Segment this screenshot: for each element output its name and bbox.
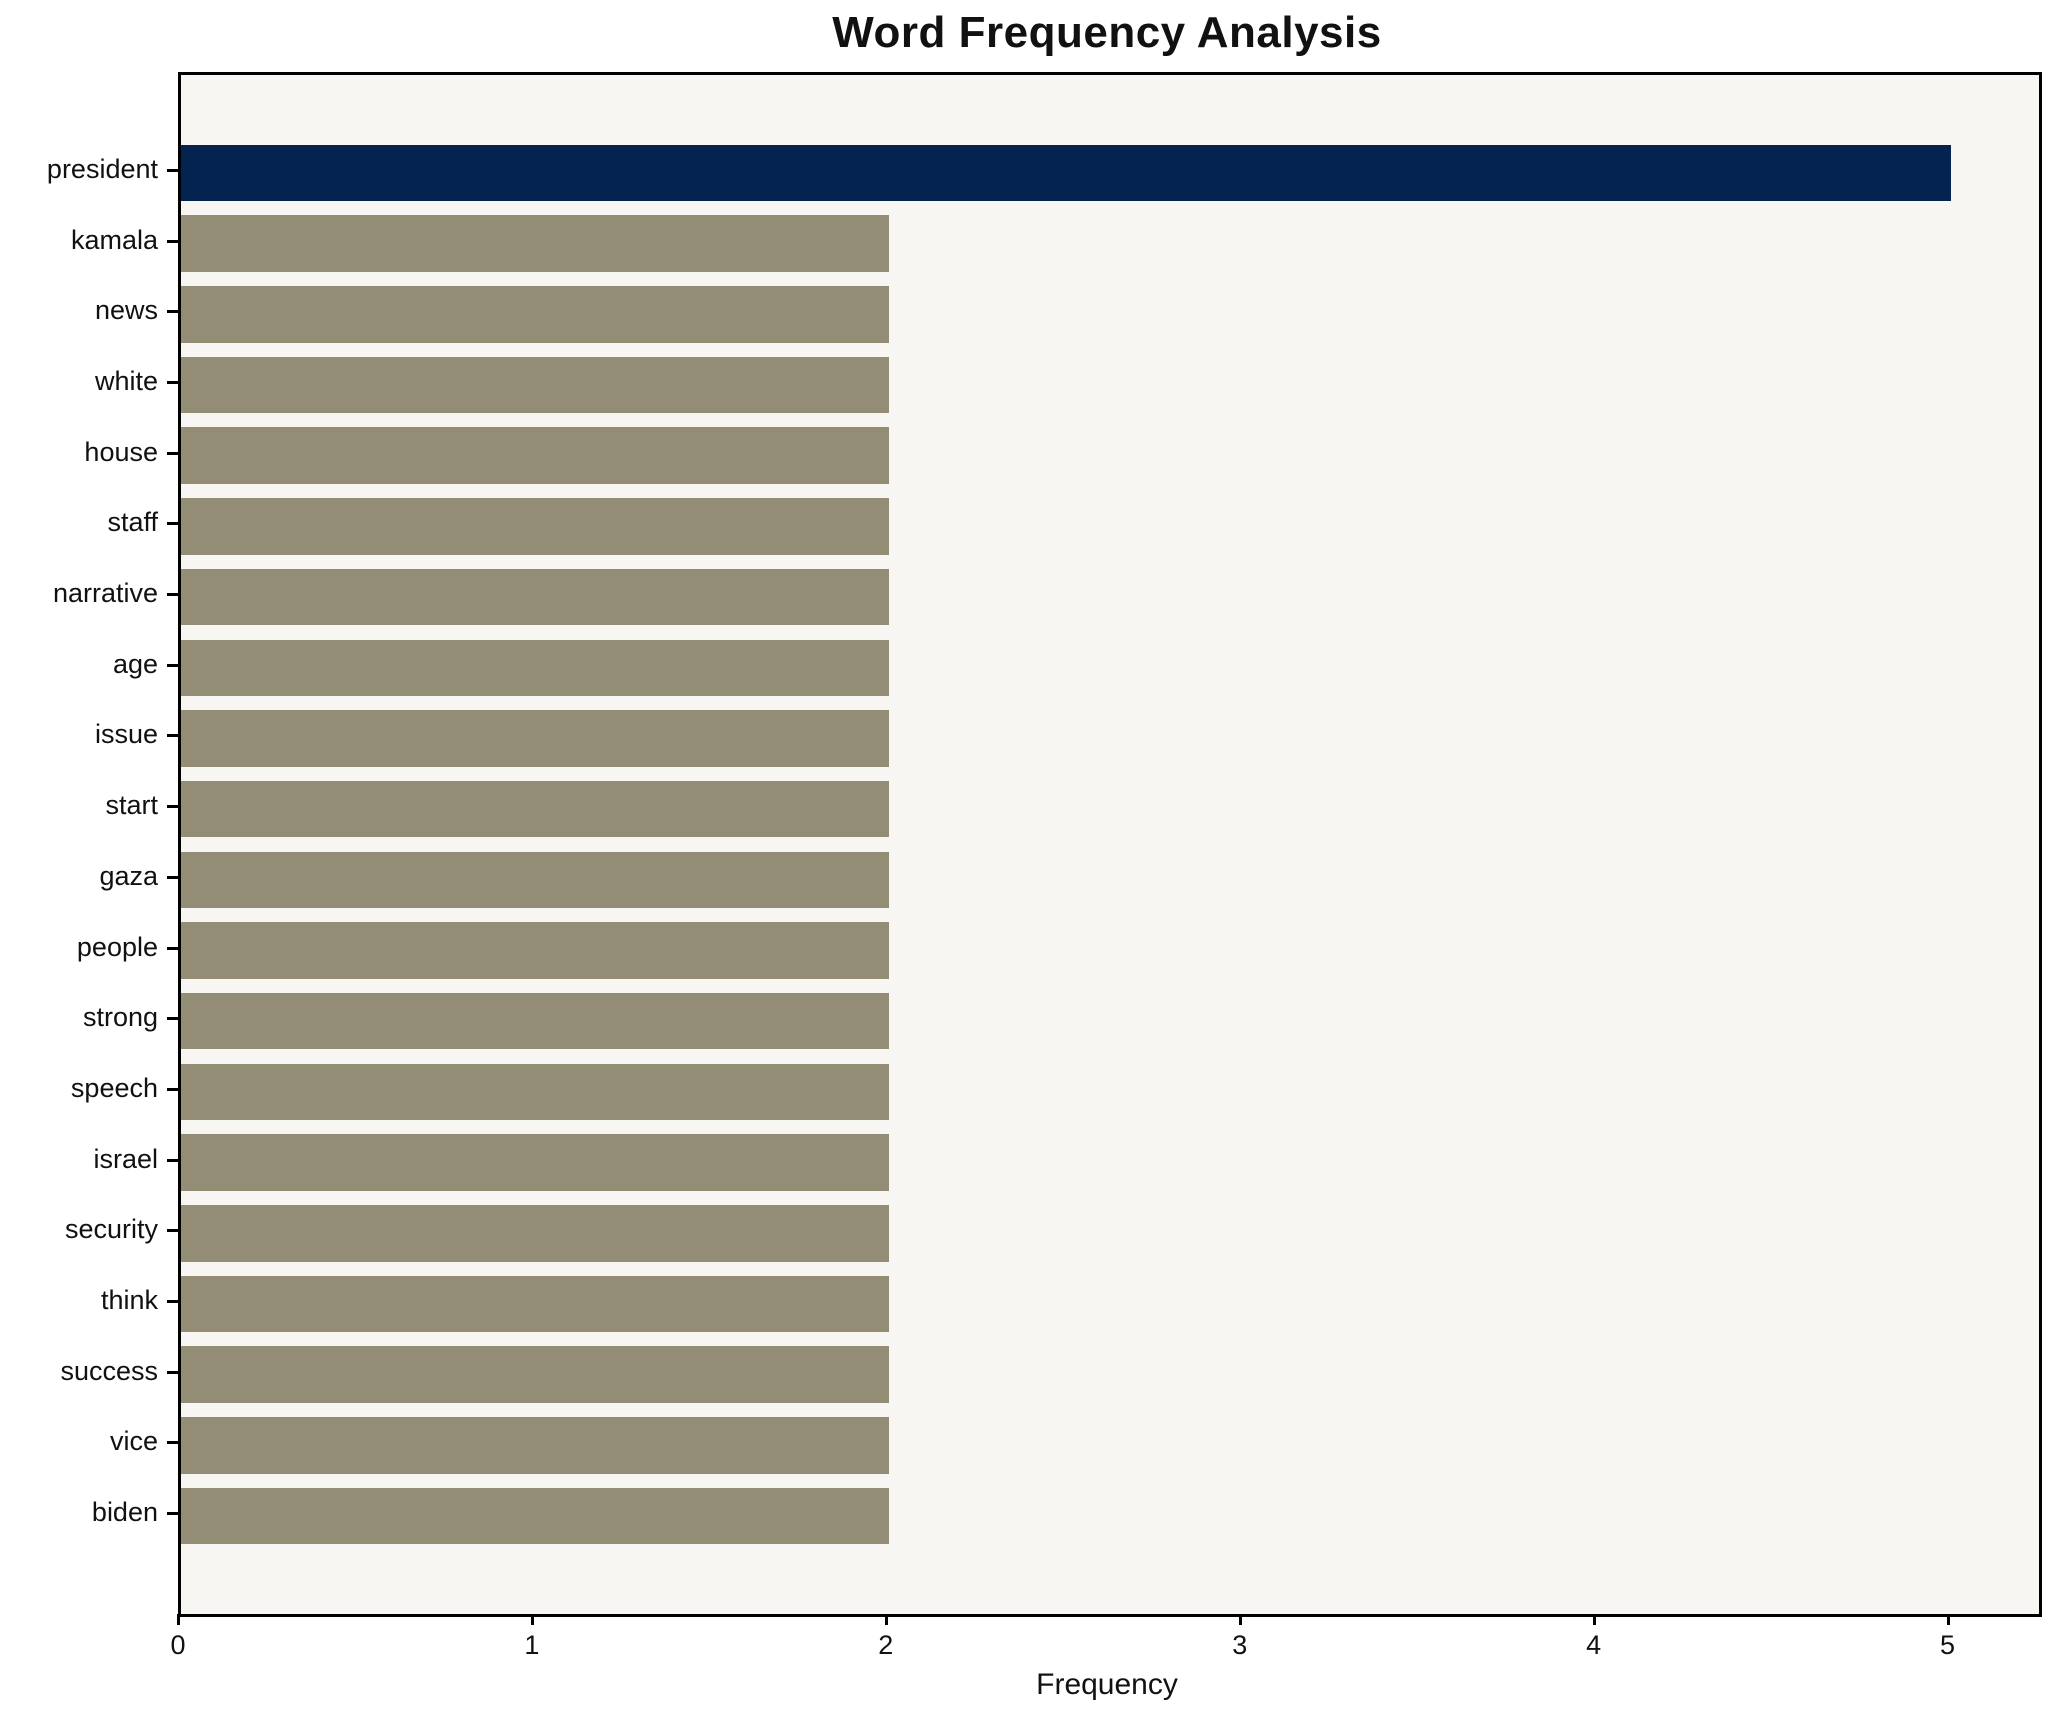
y-tick-label-gaza: gaza xyxy=(99,860,158,891)
x-axis-tick xyxy=(530,1614,534,1625)
y-axis-tick xyxy=(167,1087,178,1091)
y-axis-tick xyxy=(167,310,178,314)
bar-success xyxy=(181,1346,889,1403)
y-axis-tick xyxy=(167,734,178,738)
y-tick-label-speech: speech xyxy=(70,1072,158,1103)
y-axis-tick xyxy=(167,1299,178,1303)
y-tick-label-staff: staff xyxy=(107,507,158,538)
y-tick-label-israel: israel xyxy=(93,1143,158,1174)
y-axis-tick xyxy=(167,875,178,879)
x-tick-label-1: 1 xyxy=(524,1630,540,1660)
bar-people xyxy=(181,922,889,979)
bar-start xyxy=(181,780,889,838)
y-tick-label-security: security xyxy=(64,1214,158,1245)
y-tick-label-biden: biden xyxy=(91,1497,158,1528)
bar-white xyxy=(181,356,889,414)
x-axis-tick xyxy=(177,1614,180,1625)
bar-staff xyxy=(181,498,889,555)
bar-news xyxy=(181,286,889,343)
y-axis-tick xyxy=(167,381,178,385)
bar-house xyxy=(181,427,889,484)
y-tick-label-news: news xyxy=(94,295,158,326)
y-tick-label-kamala: kamala xyxy=(70,224,158,255)
y-tick-label-strong: strong xyxy=(82,1002,158,1033)
y-axis-tick xyxy=(167,1158,178,1162)
y-tick-label-people: people xyxy=(76,931,158,962)
x-tick-label-4: 4 xyxy=(1586,1630,1602,1660)
bar-president xyxy=(181,144,1951,202)
page-title: Word Frequency Analysis xyxy=(832,8,1382,57)
y-tick-label-narrative: narrative xyxy=(52,578,158,609)
y-axis-tick xyxy=(167,1370,178,1374)
y-tick-label-vice: vice xyxy=(109,1426,158,1457)
bar-issue xyxy=(181,710,889,767)
y-axis-tick xyxy=(167,805,178,809)
y-axis-tick xyxy=(167,1017,178,1021)
bar-biden xyxy=(181,1487,889,1545)
bar-israel xyxy=(181,1134,889,1191)
y-axis-tick xyxy=(167,451,178,455)
y-tick-label-think: think xyxy=(100,1284,158,1315)
bar-think xyxy=(181,1275,889,1333)
bar-speech xyxy=(181,1063,889,1121)
x-tick-label-2: 2 xyxy=(878,1630,894,1660)
y-axis-tick xyxy=(167,1229,178,1233)
y-tick-label-white: white xyxy=(94,366,158,397)
bar-gaza xyxy=(181,851,889,909)
x-tick-label-5: 5 xyxy=(1940,1630,1956,1660)
bar-age xyxy=(181,639,889,697)
x-tick-label-0: 0 xyxy=(170,1630,186,1660)
y-tick-label-success: success xyxy=(60,1355,158,1386)
y-axis-tick xyxy=(167,239,178,243)
y-tick-label-issue: issue xyxy=(94,719,158,750)
bar-kamala xyxy=(181,215,889,272)
x-tick-label-3: 3 xyxy=(1232,1630,1248,1660)
x-axis-tick xyxy=(1238,1614,1242,1625)
x-axis-tick xyxy=(884,1614,888,1625)
y-tick-label-age: age xyxy=(112,648,158,679)
y-tick-label-start: start xyxy=(105,790,158,821)
plot-area xyxy=(178,72,2042,1617)
y-axis-tick xyxy=(167,522,178,526)
bar-narrative xyxy=(181,568,889,626)
y-axis-tick xyxy=(167,168,178,172)
bar-strong xyxy=(181,992,889,1050)
y-axis-tick xyxy=(167,593,178,597)
x-axis-tick xyxy=(1946,1614,1950,1625)
y-axis-tick xyxy=(167,946,178,950)
bar-vice xyxy=(181,1417,889,1474)
y-axis-tick xyxy=(167,1512,178,1516)
y-axis-tick xyxy=(167,663,178,667)
x-axis-title: Frequency xyxy=(1036,1668,1178,1701)
y-tick-label-president: president xyxy=(46,153,158,184)
bar-security xyxy=(181,1205,889,1262)
y-tick-label-house: house xyxy=(84,436,158,467)
x-axis-tick xyxy=(1592,1614,1596,1625)
y-axis-tick xyxy=(167,1441,178,1445)
